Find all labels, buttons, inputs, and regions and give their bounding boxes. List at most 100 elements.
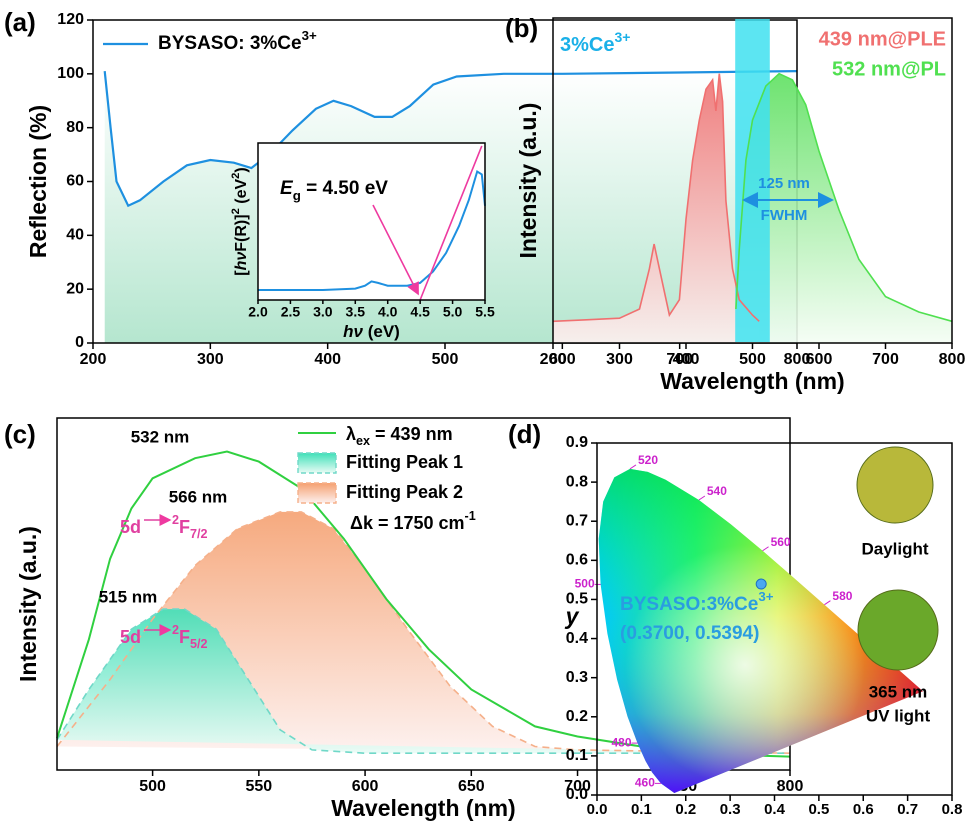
- text-part: -1: [465, 509, 476, 523]
- text-part: hν: [343, 322, 363, 341]
- text-part: 3+: [758, 589, 773, 604]
- y-tick-label: 0.7: [566, 512, 588, 529]
- text-part: BYSASO: 3%Ce: [158, 33, 302, 54]
- y-tick-label: 120: [57, 11, 84, 28]
- panel-label: (a): [4, 7, 36, 37]
- x-tick-label: 4.0: [378, 304, 398, 320]
- sample-label: 3%Ce3+: [560, 29, 630, 57]
- text-part: Δk = 1750 cm: [350, 513, 465, 533]
- line: [735, 72, 953, 323]
- x-tick-label: 300: [606, 351, 633, 368]
- chromaticity-point: [755, 578, 767, 590]
- x-tick-label: 500: [432, 351, 459, 368]
- wavelength-label: 520: [638, 453, 658, 467]
- y-tick-label: 0.4: [566, 630, 588, 647]
- y-tick-label: 100: [57, 65, 84, 82]
- text-part: 2: [230, 208, 242, 214]
- y-tick-label: 0.0: [566, 786, 588, 803]
- pl-label: 532 nm@PL: [832, 58, 946, 80]
- x-tick-label: 800: [784, 351, 811, 368]
- text-part: g: [293, 188, 301, 203]
- x-tick-label: 3.0: [313, 304, 333, 320]
- panel-label: (d): [508, 419, 541, 449]
- x-tick-label: 0.3: [720, 801, 741, 818]
- text-part: hν: [233, 252, 250, 271]
- locus-tick: [762, 546, 769, 552]
- y-tick-label: 0.5: [566, 591, 588, 608]
- x-tick-label: 600: [549, 351, 576, 368]
- text-part: F: [179, 517, 190, 537]
- x-tick-label: 0.7: [897, 801, 918, 818]
- x-tick-label: 4.5: [410, 304, 430, 320]
- transition-label: 5d: [120, 627, 141, 647]
- text-part: F(R)]: [233, 214, 250, 251]
- panel-label: (b): [505, 13, 538, 43]
- y-tick-label: 0.2: [566, 708, 588, 725]
- x-axis-label: Wavelength (nm): [660, 368, 844, 394]
- point-name: BYSASO:3%Ce3+: [620, 589, 774, 615]
- y-tick-label: 0.9: [566, 434, 588, 451]
- x-tick-label: 0.2: [675, 801, 696, 818]
- wavelength-label: 560: [771, 535, 791, 549]
- x-tick-label: 700: [872, 351, 899, 368]
- fwhm-width: 125 nm: [758, 175, 810, 192]
- inset-annotation: Eg = 4.50 eV: [280, 178, 388, 203]
- x-tick-label: 650: [458, 778, 485, 795]
- transition-label: 2F5/2: [172, 623, 208, 651]
- x-tick-label: 0.4: [764, 801, 786, 818]
- area: [553, 73, 760, 343]
- y-tick-label: 0.6: [566, 552, 588, 569]
- x-tick-label: 3.5: [346, 304, 366, 320]
- x-tick-label: 200: [540, 351, 567, 368]
- wavelength-label: 500: [575, 577, 595, 591]
- x-tick-label: 0.1: [631, 801, 652, 818]
- fwhm-label: FWHM: [761, 207, 808, 224]
- photo-label: UV light: [866, 706, 931, 725]
- peak-label: 515 nm: [99, 587, 158, 606]
- tangent-line: [419, 145, 483, 301]
- x-tick-label: 700: [564, 778, 591, 795]
- fit-line: [56, 511, 791, 754]
- wavelength-label: 480: [611, 735, 631, 749]
- x-axis-label: Wavelength (nm): [331, 795, 515, 821]
- x-tick-label: 600: [806, 351, 833, 368]
- point-label: (0.3700, 0.5394): [620, 623, 759, 644]
- x-tick-label: 500: [139, 778, 166, 795]
- text-part: 3+: [302, 28, 317, 43]
- text-part: 2: [172, 623, 179, 637]
- x-tick-label: 0.0: [587, 801, 608, 818]
- text-part: 7/2: [190, 527, 208, 541]
- x-tick-label: 0.8: [942, 801, 963, 818]
- text-part: ): [233, 167, 250, 172]
- plot-frame: [257, 142, 486, 301]
- y-tick-label: 20: [66, 280, 84, 297]
- y-tick-label: 40: [66, 227, 84, 244]
- y-axis-label: y: [565, 603, 580, 629]
- fit-line: [56, 608, 790, 754]
- photo-label: 365 nm: [869, 682, 928, 701]
- inset-y-label: [hνF(R)]2 (eV2): [230, 167, 250, 275]
- locus-tick: [629, 464, 637, 470]
- wavelength-label: 460: [635, 776, 655, 790]
- x-tick-label: 5.5: [475, 304, 495, 320]
- y-tick-label: 0: [75, 334, 84, 351]
- line: [103, 70, 798, 208]
- ple-label: 439 nm@PLE: [819, 28, 946, 50]
- x-tick-label: 400: [314, 351, 341, 368]
- legend-swatch: [297, 452, 337, 474]
- text-part: 2: [230, 173, 242, 179]
- shift-label: Δk = 1750 cm-1: [350, 509, 476, 532]
- x-tick-label: 700: [666, 351, 693, 368]
- y-tick-label: 0.1: [566, 747, 588, 764]
- y-tick-label: 80: [66, 119, 84, 136]
- inset-line: [258, 169, 486, 291]
- x-tick-label: 0.6: [853, 801, 874, 818]
- x-tick-label: 2.0: [248, 304, 268, 320]
- text-part: E: [280, 178, 294, 199]
- legend-label: Fitting Peak 2: [346, 482, 463, 502]
- text-part: = 439 nm: [370, 424, 453, 444]
- legend-label: BYSASO: 3%Ce3+: [158, 28, 317, 54]
- text-part: 3%Ce: [560, 34, 614, 56]
- legend-swatch: [297, 482, 337, 504]
